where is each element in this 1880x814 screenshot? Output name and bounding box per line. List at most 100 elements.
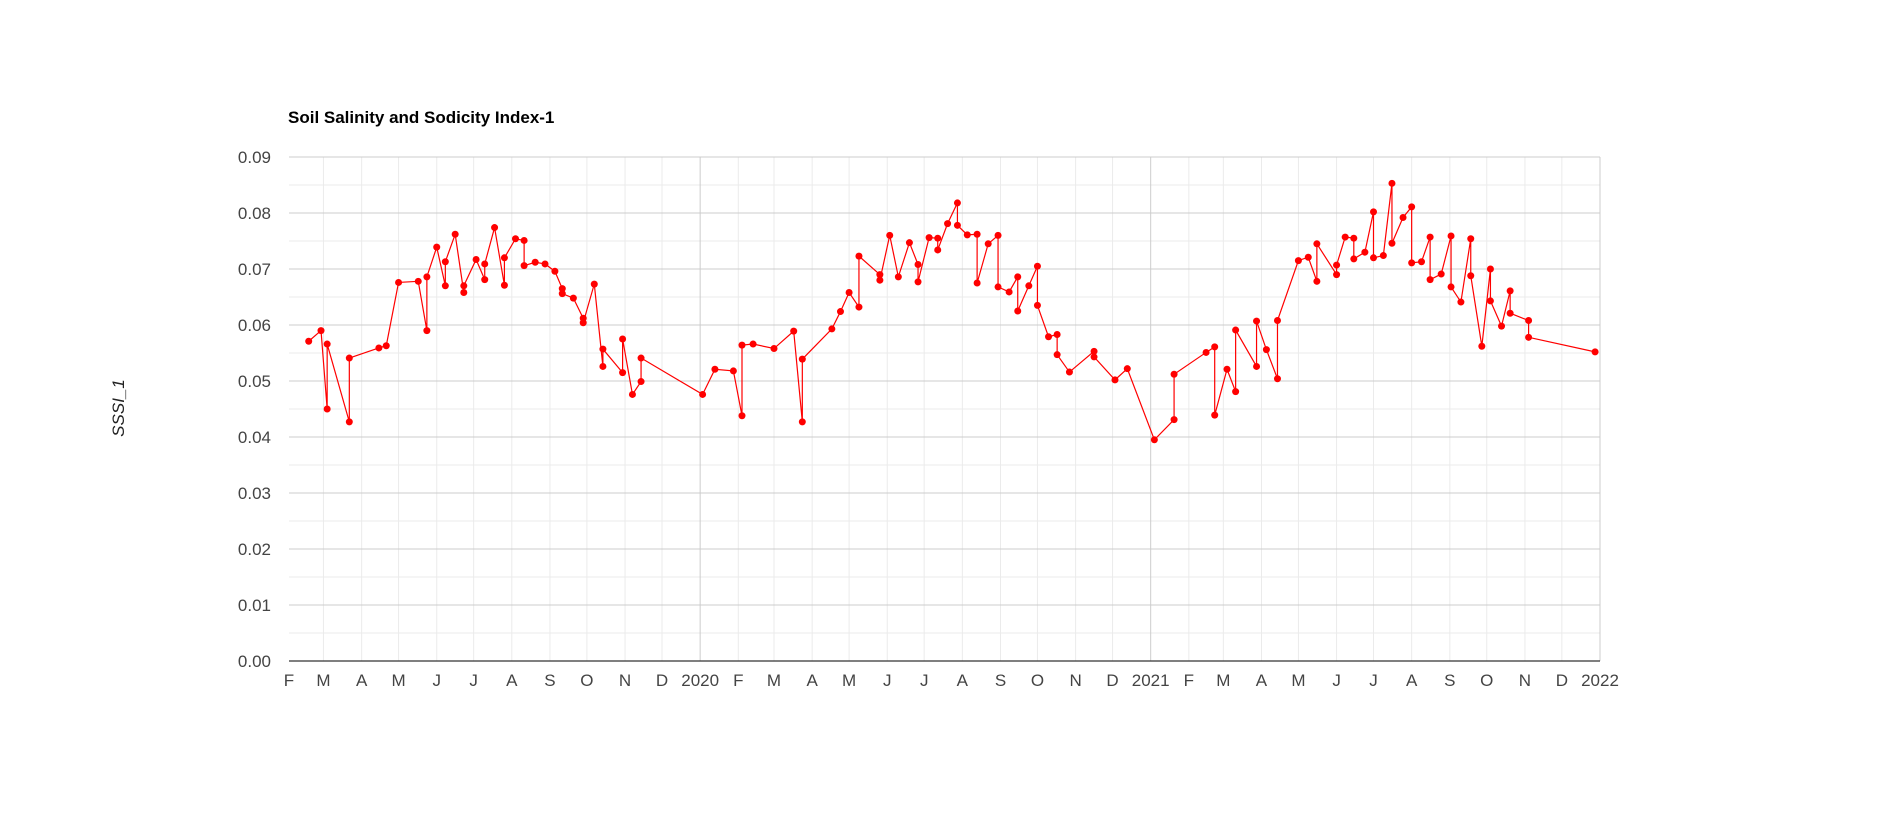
x-tick-label: S [1444, 671, 1455, 690]
data-point [944, 220, 952, 228]
data-point [619, 369, 627, 377]
data-point [1467, 235, 1475, 243]
series-ssi [305, 179, 1599, 444]
data-point [305, 337, 313, 345]
data-point [1123, 365, 1131, 373]
data-point [963, 231, 971, 239]
x-tick-label: O [1480, 671, 1493, 690]
data-point [481, 260, 489, 268]
x-tick-label: M [842, 671, 856, 690]
x-tick-label: J [1332, 671, 1341, 690]
data-point [599, 345, 607, 353]
data-point [798, 418, 806, 426]
data-point [1313, 277, 1321, 285]
data-point [1005, 288, 1013, 296]
y-tick-label: 0.01 [238, 596, 271, 615]
data-point [914, 261, 922, 269]
y-tick-label: 0.02 [238, 540, 271, 559]
data-point [1232, 326, 1240, 334]
data-point [520, 236, 528, 244]
series-line [308, 183, 1596, 441]
data-point [1506, 287, 1514, 295]
data-point [395, 278, 403, 286]
y-tick-label: 0.00 [238, 652, 271, 671]
data-point [1379, 252, 1387, 260]
data-point [1370, 254, 1377, 262]
data-point [628, 390, 636, 398]
data-point [1294, 257, 1302, 265]
x-tick-label: S [995, 671, 1006, 690]
data-point [1033, 262, 1041, 270]
x-tick-label: 2021 [1132, 671, 1170, 690]
data-point [345, 354, 353, 362]
data-point [1170, 416, 1178, 424]
data-point [749, 340, 757, 348]
x-tick-label: A [957, 671, 969, 690]
data-point [1065, 368, 1073, 376]
data-point [1426, 276, 1434, 284]
x-tick-label: M [767, 671, 781, 690]
data-point [1025, 282, 1033, 290]
data-point [1388, 179, 1396, 187]
x-tick-label: J [883, 671, 892, 690]
data-point [1350, 255, 1358, 263]
data-point [1486, 265, 1494, 273]
data-point [1486, 297, 1494, 305]
data-point [1498, 322, 1506, 330]
x-tick-label: S [544, 671, 555, 690]
x-tick-label: N [1519, 671, 1531, 690]
data-point [541, 260, 549, 268]
data-point [423, 273, 431, 281]
y-tick-label: 0.08 [238, 204, 271, 223]
data-point [886, 231, 894, 239]
data-point [1253, 362, 1261, 370]
x-tick-label: A [1256, 671, 1268, 690]
data-point [925, 234, 933, 242]
x-tick-label: M [316, 671, 330, 690]
data-point [1341, 233, 1349, 241]
data-point [1333, 261, 1341, 269]
data-point [531, 258, 539, 266]
data-point [1150, 436, 1158, 444]
data-point [770, 345, 778, 353]
data-point [1408, 259, 1416, 267]
data-point [323, 405, 331, 413]
data-point [1426, 233, 1434, 241]
x-axis-ticks: F M A M J J A S O N D 2020 F M A M J J A S O N D 2021 F M A M J J A S O N… [284, 671, 1619, 690]
y-tick-label: 0.07 [238, 260, 271, 279]
data-point [441, 282, 449, 290]
data-point [1014, 273, 1022, 281]
data-point [953, 221, 961, 229]
data-point [973, 230, 981, 238]
data-point [317, 327, 325, 335]
x-tick-label: J [920, 671, 929, 690]
data-point [1273, 317, 1281, 325]
data-point [876, 271, 884, 279]
data-point [1223, 365, 1231, 373]
data-point [729, 367, 737, 375]
data-point [1304, 253, 1312, 261]
data-point [1262, 346, 1270, 354]
data-point [551, 267, 559, 275]
data-point [382, 342, 390, 350]
data-point [491, 224, 499, 232]
data-point [1408, 203, 1416, 211]
data-point [1350, 234, 1358, 242]
data-point [1232, 388, 1240, 396]
data-point [500, 254, 508, 262]
x-tick-label: D [1106, 671, 1118, 690]
x-tick-label: M [1216, 671, 1230, 690]
data-point [836, 308, 844, 316]
y-tick-label: 0.05 [238, 372, 271, 391]
data-point [1506, 309, 1514, 317]
data-point [1370, 208, 1377, 216]
data-point [1090, 353, 1098, 361]
data-point [711, 365, 719, 373]
y-axis-label: SSSI_1 [109, 379, 128, 437]
data-point [790, 327, 798, 335]
data-point [375, 344, 383, 352]
data-point [984, 240, 992, 248]
major-gridlines [289, 156, 1601, 661]
x-tick-label: N [619, 671, 631, 690]
data-point [1399, 213, 1407, 221]
